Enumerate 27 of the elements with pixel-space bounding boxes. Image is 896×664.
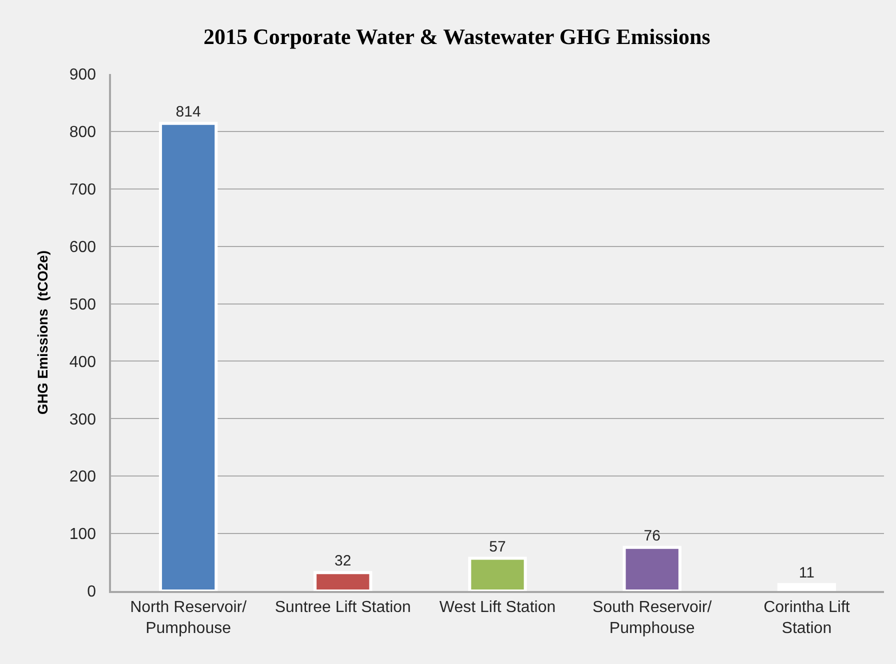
bar	[468, 556, 527, 591]
y-tick-label: 0	[87, 584, 96, 601]
x-tick-label: North Reservoir/ Pumphouse	[130, 598, 248, 637]
y-tick-label: 700	[69, 181, 96, 198]
x-tick-label: Corintha Lift Station	[764, 598, 850, 637]
data-label: 814	[176, 103, 201, 120]
y-tick-label: 300	[69, 411, 96, 428]
data-label: 57	[489, 538, 506, 556]
chart-title: 2015 Corporate Water & Wastewater GHG Emissions	[204, 24, 711, 50]
y-tick-label: 900	[69, 66, 96, 84]
y-tick-label: 500	[69, 296, 96, 314]
y-tick-label: 600	[69, 238, 96, 256]
data-label: 76	[644, 527, 660, 544]
bar	[314, 571, 372, 591]
bar	[777, 583, 836, 591]
data-label: 11	[798, 564, 814, 582]
x-tick-label: Suntree Lift Station	[274, 598, 411, 616]
bar	[158, 122, 218, 591]
y-tick-label: 400	[69, 354, 96, 371]
y-tick-label: 100	[69, 526, 96, 544]
x-tick-label: West Lift Station	[439, 598, 556, 616]
y-axis-title: GHG Emissions (tCO2e)	[34, 250, 50, 415]
bar	[622, 546, 682, 591]
y-tick-label: 800	[69, 124, 96, 142]
x-tick-label: South Reservoir/ Pumphouse	[592, 598, 712, 637]
data-label: 32	[334, 552, 352, 570]
y-tick-label: 200	[69, 468, 96, 486]
